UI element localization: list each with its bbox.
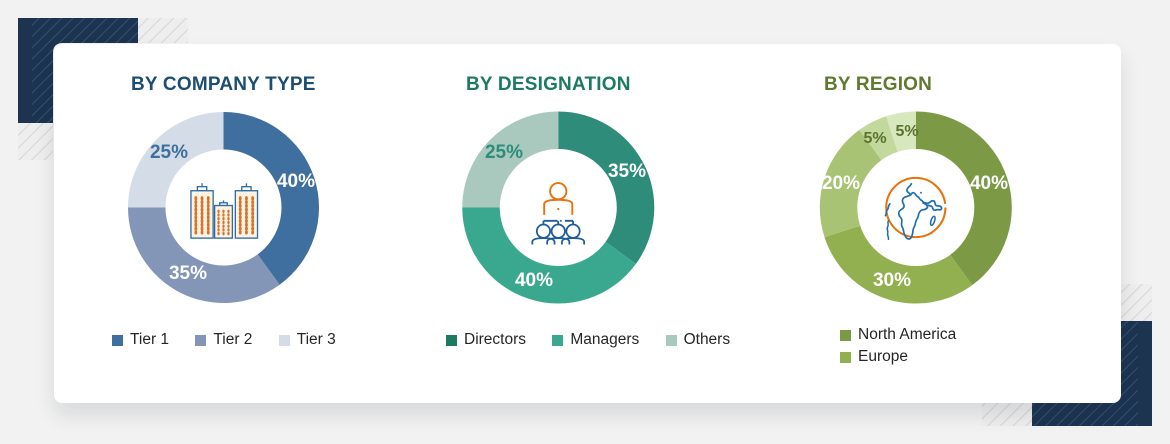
svg-text:40%: 40%	[970, 173, 1008, 194]
svg-text:5%: 5%	[895, 123, 918, 140]
svg-text:40%: 40%	[515, 270, 553, 291]
svg-text:25%: 25%	[485, 142, 523, 163]
svg-text:5%: 5%	[863, 130, 886, 147]
svg-text:35%: 35%	[608, 161, 646, 182]
svg-text:20%: 20%	[822, 173, 860, 194]
svg-text:30%: 30%	[873, 270, 911, 291]
